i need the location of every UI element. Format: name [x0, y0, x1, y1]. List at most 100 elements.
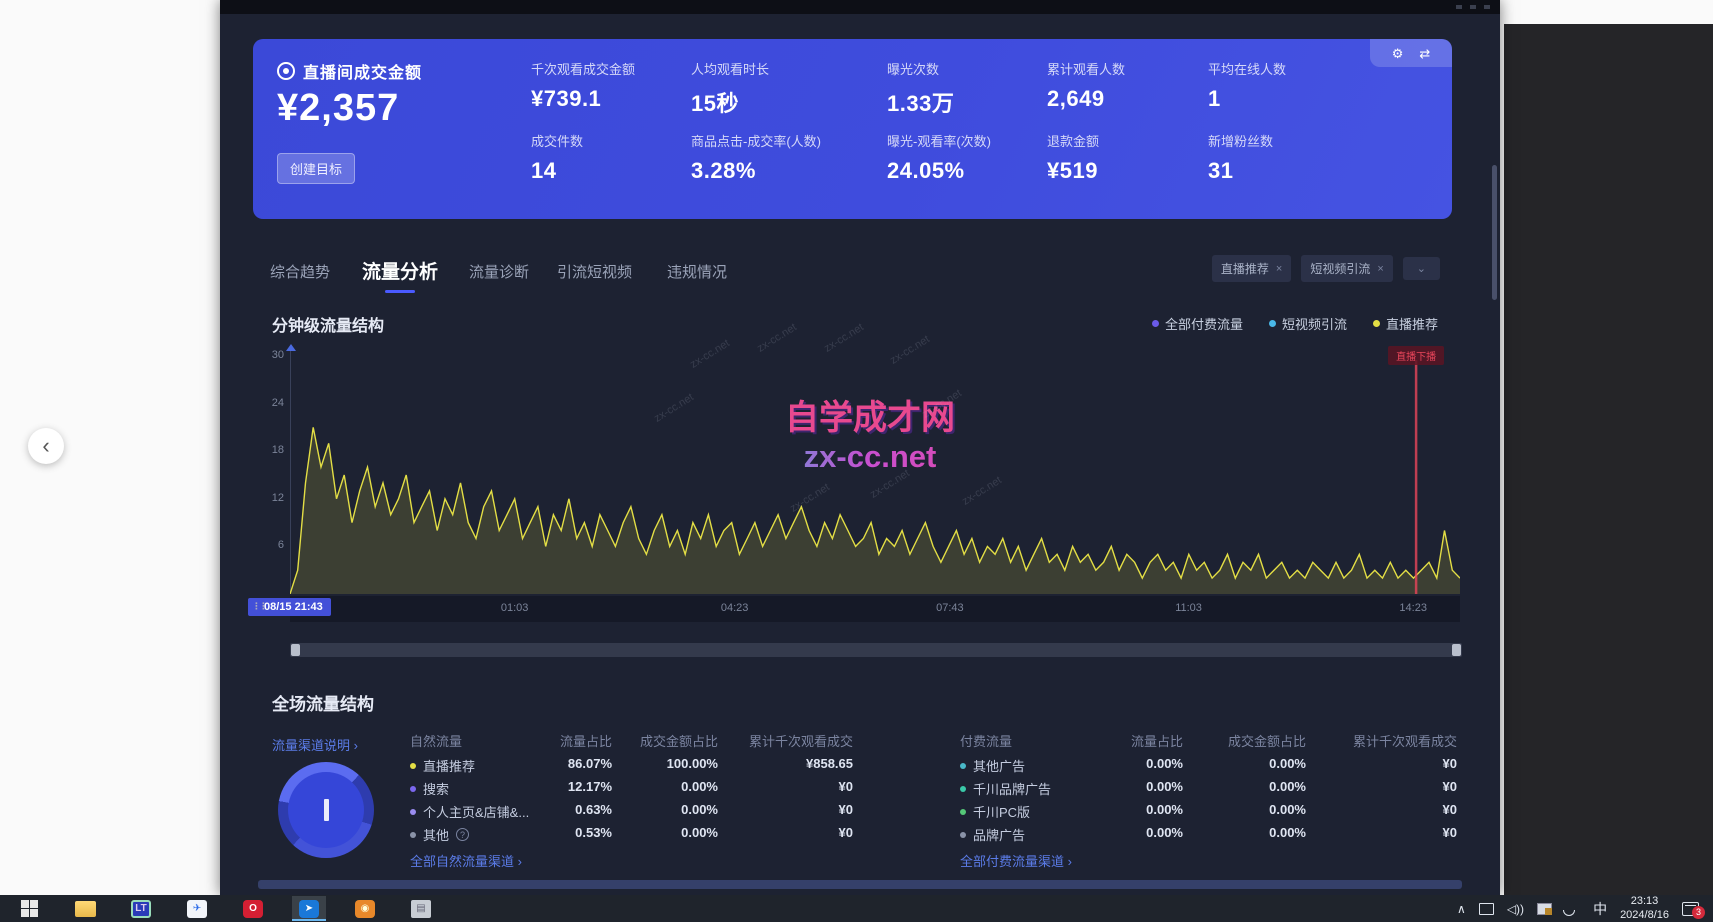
close-icon: × — [1377, 262, 1384, 275]
photo-app-button[interactable]: LT — [124, 896, 158, 921]
column-header: 成交金额占比 — [1227, 734, 1306, 749]
analysis-tabs: 综合趋势 流量分析 流量诊断 引流短视频 违规情况 直播推荐 × 短视频引流 × ⌄ — [270, 255, 1440, 295]
table-row[interactable]: 千川PC版 — [960, 802, 1030, 821]
cell-gpm: ¥0 — [838, 825, 853, 840]
y-axis — [290, 350, 291, 594]
scrollbar-right-handle[interactable] — [1452, 644, 1461, 656]
file-explorer-button[interactable] — [68, 896, 102, 921]
browser-red-button[interactable]: O — [236, 896, 270, 921]
start-time-badge[interactable]: 08/15 21:43 — [248, 598, 331, 616]
ime-language-indicator[interactable]: 中 — [1593, 900, 1608, 917]
watermark-small: zx-cc.net — [755, 321, 799, 355]
active-browser-button[interactable]: ➤ — [292, 896, 326, 921]
gear-icon[interactable]: ⚙ — [1391, 45, 1404, 61]
scrollbar-left-handle[interactable] — [291, 644, 300, 656]
table-row[interactable]: 个人主页&店铺&... — [410, 802, 529, 821]
notification-center-icon[interactable]: 3 — [1682, 901, 1705, 919]
speaker-icon[interactable]: ◁)) — [1506, 901, 1525, 916]
banner-title: 直播间成交金额 — [303, 65, 423, 82]
column-header: 流量占比 — [1130, 734, 1183, 749]
all-natural-channels-link[interactable]: 全部自然流量渠道 › — [410, 854, 522, 869]
y-axis-arrow-icon — [286, 344, 296, 351]
chart-legend: 全部付费流量 短视频引流 直播推荐 — [1151, 314, 1438, 333]
tray-chevron-icon[interactable]: ∧ — [1457, 901, 1466, 916]
stream-end-marker-badge: 直播下播 — [1388, 346, 1445, 365]
column-header: 付费流量 — [960, 734, 1013, 749]
cell-gpm: ¥0 — [1442, 779, 1457, 794]
table-row[interactable]: 直播推荐 — [410, 756, 475, 775]
donut-center-label — [323, 799, 329, 821]
metric-gpm: 千次观看成交金额 ¥739.1 — [531, 62, 636, 111]
vertical-scrollbar-thumb[interactable] — [1492, 165, 1497, 300]
legend-short-video[interactable]: 短视频引流 — [1268, 314, 1347, 333]
cell-gmv-share: 0.00% — [681, 825, 718, 840]
back-button[interactable]: ‹ — [28, 428, 64, 464]
info-icon[interactable]: ? — [456, 828, 470, 841]
table-row[interactable]: 千川品牌广告 — [960, 779, 1051, 798]
metric-impressions: 曝光次数 1.33万 — [887, 62, 955, 116]
windows-logo-icon — [20, 900, 38, 917]
column-header: 成交金额占比 — [639, 734, 718, 749]
tab-short-video[interactable]: 引流短视频 — [557, 264, 633, 281]
filter-dropdown[interactable]: ⌄ — [1402, 257, 1440, 280]
tab-violations[interactable]: 违规情况 — [667, 264, 728, 281]
ime-toolbar-icon[interactable] — [1537, 902, 1553, 915]
column-header: 流量占比 — [559, 734, 612, 749]
window-controls[interactable] — [1456, 5, 1490, 9]
tab-overall-trend[interactable]: 综合趋势 — [270, 264, 331, 281]
legend-dot — [1151, 320, 1159, 327]
cell-gmv-share: 0.00% — [1269, 756, 1306, 771]
gmv-amount: ¥2,357 — [277, 87, 400, 129]
cell-gpm: ¥0 — [1442, 802, 1457, 817]
cell-gmv-share: 0.00% — [1269, 802, 1306, 817]
video-app-button[interactable]: ◉ — [348, 896, 382, 921]
metric-refund: 退款金额 ¥519 — [1047, 134, 1100, 183]
chevron-down-icon: ⌄ — [1416, 263, 1426, 275]
background-window — [1504, 24, 1713, 895]
table-row[interactable]: 其他 ? — [410, 825, 470, 844]
metric-avg-online: 平均在线人数 1 — [1208, 62, 1287, 111]
legend-paid-traffic[interactable]: 全部付费流量 — [1151, 314, 1243, 333]
folder-icon — [74, 900, 96, 917]
all-paid-channels-link[interactable]: 全部付费流量渠道 › — [960, 854, 1072, 869]
cell-share: 0.00% — [1146, 802, 1183, 817]
chart-scrollbar[interactable] — [290, 643, 1462, 657]
table-row[interactable]: 品牌广告 — [960, 825, 1025, 844]
filter-chip-live-recommend[interactable]: 直播推荐 × — [1211, 255, 1292, 282]
system-tray: ∧ ◁)) 中 23:13 2024/8/16 3 — [1457, 895, 1713, 922]
y-axis-ticks: 6 12 18 24 30 — [271, 349, 284, 552]
clock[interactable]: 23:13 2024/8/16 — [1620, 895, 1669, 922]
channel-explain-link[interactable]: 流量渠道说明 › — [272, 738, 358, 753]
table-row[interactable]: 搜索 — [410, 779, 449, 798]
minute-traffic-chart[interactable]: 6 12 18 24 30 直播下播 — [272, 344, 1460, 594]
tab-traffic-diagnosis[interactable]: 流量诊断 — [469, 264, 530, 281]
metric-items-sold: 成交件数 14 — [531, 134, 584, 183]
traffic-donut-chart — [278, 762, 374, 858]
cell-gmv-share: 0.00% — [1269, 779, 1306, 794]
notepad-button[interactable]: ▤ — [404, 896, 438, 921]
pinned-app-button[interactable]: ✈ — [180, 896, 214, 921]
cell-gmv-share: 0.00% — [681, 802, 718, 817]
column-header: 累计千次观看成交 — [748, 734, 853, 749]
start-button[interactable] — [12, 896, 46, 921]
bottom-scroll-strip[interactable] — [258, 880, 1462, 889]
swap-icon[interactable]: ⇄ — [1419, 45, 1431, 61]
filter-chip-short-video[interactable]: 短视频引流 × — [1301, 255, 1393, 282]
legend-dot — [1268, 320, 1276, 327]
tab-traffic-analysis[interactable]: 流量分析 — [362, 257, 438, 293]
microphone-icon[interactable] — [1565, 903, 1580, 915]
pinned-app-icon: ✈ — [187, 899, 207, 918]
legend-live-recommend[interactable]: 直播推荐 — [1372, 314, 1438, 333]
cell-gpm: ¥0 — [1442, 825, 1457, 840]
metric-total-viewers: 累计观看人数 2,649 — [1047, 62, 1126, 111]
cell-share: 86.07% — [567, 756, 612, 771]
create-goal-button[interactable]: 创建目标 — [277, 153, 356, 184]
cell-gmv-share: 0.00% — [1269, 825, 1306, 840]
cell-gmv-share: 0.00% — [681, 779, 718, 794]
metric-new-fans: 新增粉丝数 31 — [1208, 134, 1274, 183]
network-icon[interactable] — [1478, 902, 1494, 915]
table-row[interactable]: 其他广告 — [960, 756, 1025, 775]
metric-avg-watch-time: 人均观看时长 15秒 — [691, 62, 770, 116]
chart-title: 分钟级流量结构 — [272, 318, 385, 335]
